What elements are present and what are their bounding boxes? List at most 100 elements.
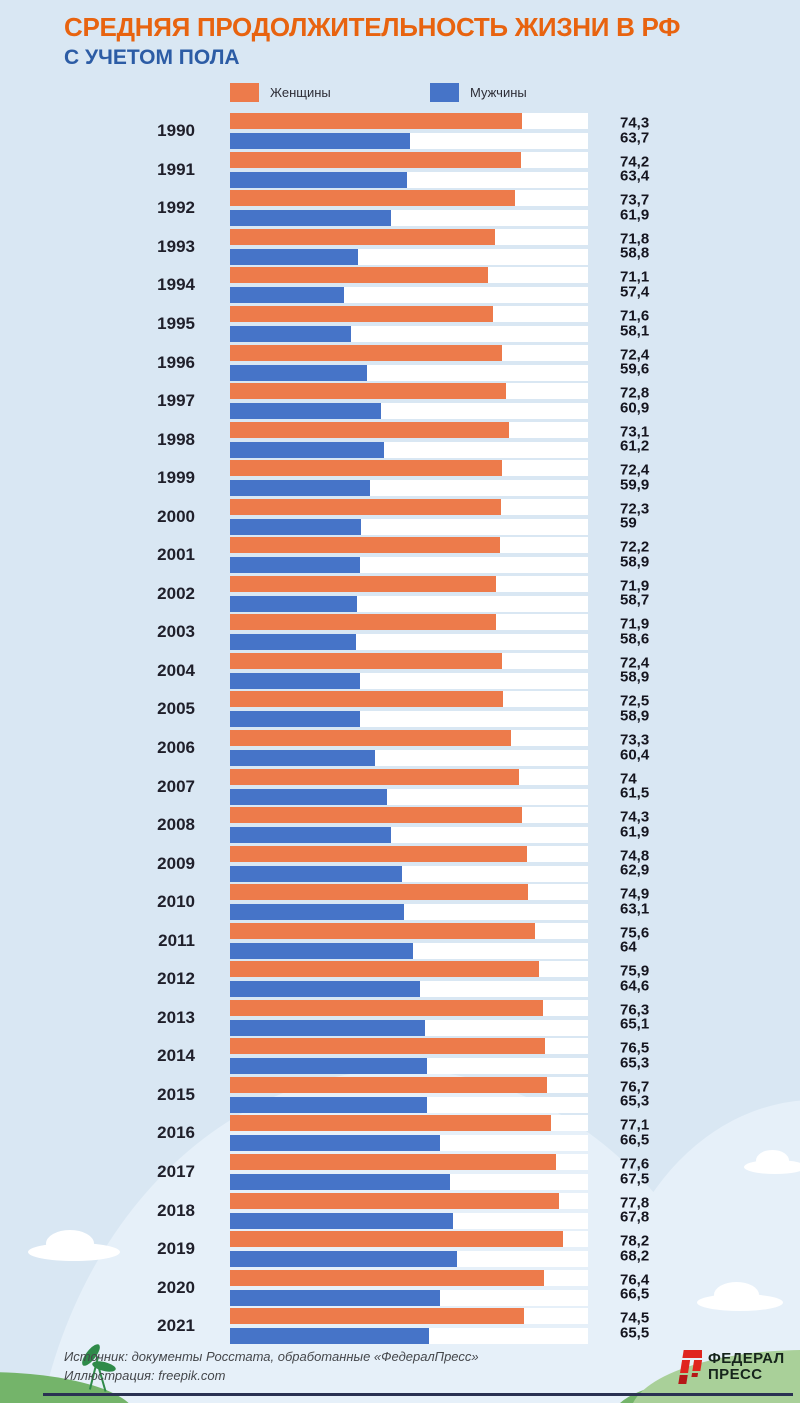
- year-label: 2015: [157, 1084, 195, 1104]
- women-value: 77,1: [620, 1116, 650, 1134]
- year-label: 2007: [157, 776, 195, 796]
- men-bar-track: [230, 518, 588, 535]
- value-labels: 77,8 67,8: [620, 1195, 649, 1225]
- men-bar-track: [230, 788, 588, 805]
- bar-tracks: [230, 884, 588, 921]
- year-label: 1997: [157, 391, 195, 411]
- women-bar: [230, 228, 496, 245]
- year-label: 1992: [157, 198, 195, 218]
- men-value: 60,4: [620, 746, 650, 764]
- men-bar: [230, 1289, 440, 1306]
- chart-row: 2014 76,5 65,3: [0, 1037, 800, 1076]
- men-value: 63,4: [620, 167, 650, 185]
- men-bar-track: [230, 248, 588, 265]
- men-bar-track: [230, 441, 588, 458]
- cloud-icon: [744, 1150, 800, 1174]
- men-bar-track: [230, 210, 588, 227]
- women-value: 72,5: [620, 692, 650, 710]
- men-value: 65,3: [620, 1092, 650, 1110]
- women-bar: [230, 884, 528, 901]
- men-value: 68,2: [620, 1247, 650, 1265]
- women-value: 74,2: [620, 153, 650, 171]
- chart-row: 2005 72,5 58,9: [0, 690, 800, 729]
- value-labels: 71,8 58,8: [620, 232, 649, 261]
- logo-line2: ПРЕСС: [708, 1366, 763, 1383]
- men-value: 58,9: [620, 707, 650, 725]
- men-bar: [230, 595, 358, 612]
- women-bar-track: [230, 267, 588, 284]
- women-bar-track: [230, 961, 588, 978]
- chart-row: 2021 74,5 65,5: [0, 1307, 800, 1346]
- women-value: 76,5: [620, 1039, 650, 1057]
- men-value: 58,7: [620, 591, 650, 609]
- women-value: 73,3: [620, 731, 650, 749]
- men-bar-track: [230, 750, 588, 767]
- year-label: 2003: [157, 622, 195, 642]
- men-bar: [230, 1019, 425, 1036]
- men-bar-track: [230, 827, 588, 844]
- women-bar-track: [230, 190, 588, 207]
- bar-tracks: [230, 190, 588, 227]
- women-value: 73,7: [620, 191, 650, 209]
- chart-row: 1995 71,6 58,1: [0, 305, 800, 344]
- value-labels: 74,3 63,7: [620, 116, 649, 146]
- legend-label-women: Женщины: [270, 85, 331, 100]
- year-label: 2018: [157, 1200, 195, 1220]
- men-value: 65,5: [620, 1324, 650, 1342]
- bottom-divider: [43, 1393, 793, 1396]
- bar-tracks: [230, 383, 588, 420]
- women-bar-track: [230, 807, 588, 824]
- chart-row: 2000 72,3 59: [0, 497, 800, 536]
- women-bar-track: [230, 228, 588, 245]
- men-bar-track: [230, 1212, 588, 1229]
- legend-item-men: Мужчины: [430, 83, 527, 102]
- women-value: 73,1: [620, 423, 650, 441]
- value-labels: 74,5 65,5: [620, 1309, 650, 1342]
- chart-row: 2019 78,2 68,2: [0, 1230, 800, 1269]
- bar-tracks: [230, 845, 588, 882]
- cloud-icon: [28, 1230, 120, 1261]
- men-bar-track: [230, 403, 588, 420]
- men-bar: [230, 672, 360, 689]
- men-bar-track: [230, 1019, 588, 1036]
- bar-tracks: [230, 344, 588, 381]
- men-value: 63,1: [620, 900, 650, 918]
- illustration-credit: Иллюстрация: freepik.com: [64, 1368, 226, 1383]
- men-value: 59: [620, 514, 637, 532]
- women-value: 71,9: [620, 615, 650, 633]
- women-bar-track: [230, 652, 588, 669]
- men-swatch-icon: [430, 83, 459, 102]
- year-label: 2013: [157, 1007, 195, 1027]
- chart-row: 1998 73,1 61,2: [0, 420, 800, 459]
- chart-row: 2015 76,7 65,3: [0, 1076, 800, 1115]
- year-label: 2020: [157, 1277, 195, 1297]
- women-value: 76,3: [620, 1001, 650, 1019]
- women-bar: [230, 421, 510, 438]
- year-label: 2017: [157, 1162, 195, 1182]
- men-bar-track: [230, 364, 588, 381]
- men-bar-track: [230, 1096, 588, 1113]
- year-label: 1996: [157, 352, 195, 372]
- men-value: 61,5: [620, 784, 650, 802]
- bar-tracks: [230, 768, 588, 805]
- year-label: 2009: [157, 853, 195, 873]
- women-bar-track: [230, 1231, 588, 1248]
- women-value: 74,5: [620, 1309, 650, 1327]
- year-label: 2008: [157, 815, 195, 835]
- women-bar: [230, 1115, 552, 1132]
- men-bar: [230, 1174, 451, 1191]
- chart-row: 2012 75,9 64,6: [0, 960, 800, 999]
- chart-row: 2007 74 61,5: [0, 767, 800, 806]
- women-bar-track: [230, 730, 588, 747]
- women-value: 72,3: [620, 500, 650, 518]
- women-bar: [230, 807, 522, 824]
- bar-tracks: [230, 922, 588, 959]
- chart-row: 2016 77,1 66,5: [0, 1114, 800, 1153]
- year-label: 1999: [157, 468, 195, 488]
- bar-tracks: [230, 1154, 588, 1191]
- women-bar-track: [230, 1076, 588, 1093]
- women-bar-track: [230, 1154, 588, 1171]
- value-labels: 72,4 59,9: [620, 463, 649, 493]
- men-bar-track: [230, 1328, 588, 1345]
- women-bar-track: [230, 575, 588, 592]
